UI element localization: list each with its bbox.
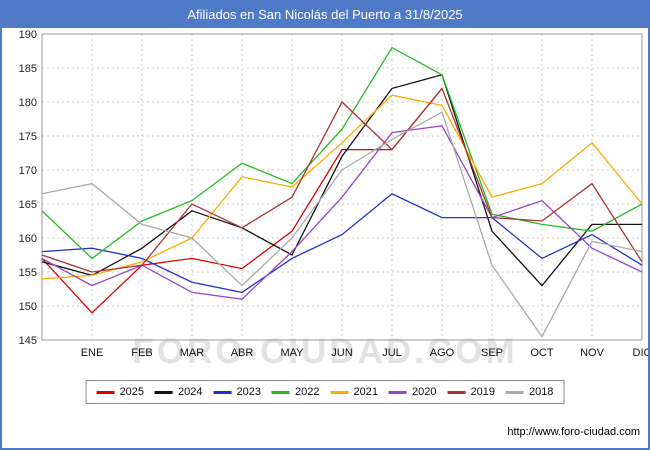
legend-label-2022: 2022 <box>295 386 320 398</box>
legend-label-2025: 2025 <box>119 386 145 398</box>
series-line-2019 <box>41 87 643 273</box>
y-tick-label: 155 <box>19 267 37 279</box>
chart-title: Afiliados en San Nicolás del Puerto a 31… <box>187 7 463 22</box>
series-line-2024 <box>41 74 642 287</box>
legend-entry-2019: 2019 <box>447 386 495 398</box>
line-chart: 145 150 155 160 165 170 175 180 185 190 ENE FEB MAR A… <box>19 29 650 359</box>
legend-label-2019: 2019 <box>470 386 495 398</box>
series-line-2021 <box>41 94 643 280</box>
legend-label-2024: 2024 <box>178 386 203 398</box>
legend-entry-2023: 2023 <box>213 386 262 398</box>
x-tick-label: MAY <box>280 347 304 359</box>
legend-swatch-2023 <box>213 390 232 394</box>
y-tick-label: 145 <box>19 335 37 347</box>
x-tick-label: AGO <box>430 347 455 359</box>
legend-swatch-2025 <box>96 390 115 394</box>
y-tick-label: 185 <box>19 63 37 75</box>
gridlines <box>42 33 642 341</box>
legend-entry-2024: 2024 <box>155 386 203 398</box>
x-tick-label: DIC <box>633 347 650 359</box>
y-tick-label: 160 <box>19 233 37 245</box>
x-tick-label: NOV <box>580 347 605 359</box>
legend-swatch-2019 <box>447 390 466 394</box>
legend-label-2021: 2021 <box>353 386 378 398</box>
legend-entry-2025: 2025 <box>96 386 145 398</box>
legend-entry-2022: 2022 <box>272 386 320 398</box>
legend-entry-2020: 2020 <box>388 386 437 398</box>
legend-entry-2021: 2021 <box>330 386 378 398</box>
legend-label-2020: 2020 <box>411 386 437 398</box>
legend-label-2023: 2023 <box>236 386 262 398</box>
x-tick-label: JUL <box>382 347 402 359</box>
plot-border <box>41 33 643 341</box>
x-tick-label: SEP <box>481 347 503 359</box>
series-line-2018 <box>41 111 643 338</box>
axis-labels: 145 150 155 160 165 170 175 180 185 190 ENE FEB MAR A… <box>19 29 650 359</box>
x-tick-label: FEB <box>131 347 152 359</box>
series-line-2023 <box>41 193 643 294</box>
legend-label-2018: 2018 <box>528 386 554 398</box>
x-tick-label: ABR <box>231 347 254 359</box>
x-tick-label: MAR <box>180 347 205 359</box>
y-tick-label: 170 <box>19 165 37 177</box>
legend-swatch-2021 <box>330 390 349 394</box>
y-tick-label: 175 <box>19 131 37 143</box>
legend-swatch-2024 <box>155 390 174 394</box>
x-tick-label: ENE <box>81 347 104 359</box>
y-tick-label: 190 <box>19 29 37 41</box>
x-tick-label: JUN <box>331 347 352 359</box>
legend-entry-2018: 2018 <box>505 386 554 398</box>
y-tick-label: 180 <box>19 97 37 109</box>
legend: 2025 2024 2023 2022 2021 2020 2019 2018 <box>85 380 565 404</box>
title-bar: Afiliados en San Nicolás del Puerto a 31… <box>2 2 648 28</box>
legend-swatch-2022 <box>272 390 291 394</box>
series-line-2022 <box>41 46 643 260</box>
y-tick-label: 150 <box>19 301 37 313</box>
footer-url[interactable]: http://www.foro-ciudad.com <box>507 426 640 438</box>
x-tick-label: OCT <box>530 347 554 359</box>
legend-swatch-2018 <box>505 390 524 394</box>
y-tick-label: 165 <box>19 199 37 211</box>
legend-swatch-2020 <box>388 390 407 394</box>
